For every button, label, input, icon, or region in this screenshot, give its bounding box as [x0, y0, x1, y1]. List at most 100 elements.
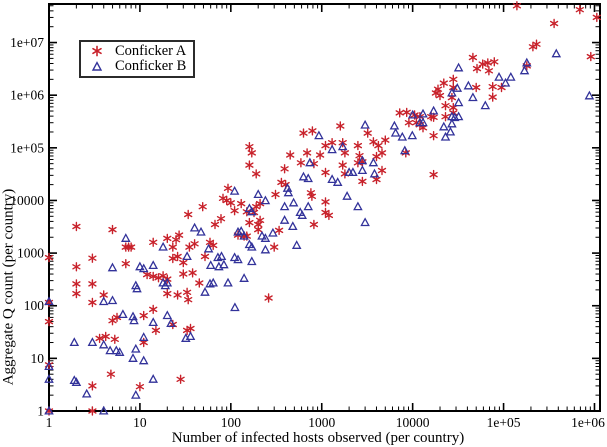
- data-point: [182, 287, 192, 297]
- data-point: [377, 148, 387, 158]
- x-tick-label: 1e+05: [487, 415, 521, 430]
- data-point: [148, 260, 158, 270]
- data-point: [223, 183, 233, 194]
- data-point: [173, 290, 182, 300]
- y-axis-title: Aggregate Q count (per country): [0, 188, 17, 386]
- data-point: [230, 205, 239, 216]
- data-point: [162, 311, 172, 320]
- data-point: [88, 337, 97, 347]
- data-point: [299, 128, 308, 138]
- data-point: [274, 225, 284, 236]
- data-point: [464, 81, 473, 90]
- asterisk-marker-icon: [92, 45, 102, 57]
- data-point: [72, 221, 81, 232]
- data-point: [206, 260, 216, 270]
- data-point: [99, 340, 109, 349]
- data-point: [488, 92, 497, 102]
- data-point: [163, 288, 172, 299]
- tick-labels: 1 10 100 1000 10000 1e+05 1e+06 1 10 100 1000 10000…: [10, 35, 605, 430]
- data-point: [72, 288, 81, 299]
- data-point: [185, 242, 194, 252]
- y-tick-label: 1000: [17, 246, 44, 261]
- legend-label: Conficker A: [115, 42, 187, 59]
- data-point: [575, 4, 584, 15]
- data-point: [184, 209, 193, 220]
- data-point: [237, 198, 246, 209]
- data-point: [506, 72, 516, 81]
- legend-item-conficker-a: Conficker A: [81, 42, 193, 59]
- data-point: [261, 245, 270, 254]
- data-point: [549, 18, 559, 29]
- data-point: [121, 259, 130, 269]
- y-tick-label: 100: [24, 298, 45, 313]
- data-point: [288, 221, 298, 231]
- data-point: [296, 158, 306, 168]
- data-point: [353, 140, 363, 151]
- data-point: [247, 257, 257, 266]
- data-point: [429, 169, 438, 180]
- data-point: [106, 369, 116, 379]
- data-point: [88, 381, 97, 391]
- data-point: [245, 160, 254, 170]
- data-point: [190, 223, 199, 232]
- data-point: [441, 132, 450, 141]
- data-point: [72, 279, 81, 289]
- plot-frame: [48, 3, 601, 412]
- data-point: [216, 213, 226, 224]
- data-point: [139, 310, 148, 321]
- x-tick-label: 1: [46, 415, 53, 430]
- data-point: [108, 296, 117, 305]
- data-point: [131, 344, 141, 353]
- data-point: [270, 242, 279, 252]
- data-point: [253, 189, 263, 199]
- legend-label: Conficker B: [115, 58, 187, 75]
- data-point: [586, 51, 595, 62]
- data-point: [186, 331, 195, 341]
- data-point: [139, 356, 149, 365]
- data-point: [196, 227, 206, 236]
- data-point: [280, 202, 289, 211]
- data-point: [342, 191, 352, 200]
- data-point: [377, 165, 387, 176]
- data-point: [88, 253, 97, 263]
- data-point: [497, 82, 506, 93]
- data-point: [179, 269, 188, 279]
- data-point: [99, 297, 109, 306]
- data-point: [370, 169, 379, 178]
- data-point: [321, 140, 330, 151]
- data-point: [353, 202, 363, 211]
- data-point: [280, 164, 289, 174]
- y-tick-label: 1e+05: [10, 140, 44, 155]
- triangle-marker-icon: [91, 60, 103, 71]
- data-point: [309, 219, 319, 230]
- data-point: [395, 108, 404, 118]
- data-point: [245, 217, 254, 228]
- data-point: [118, 309, 128, 319]
- data-point: [148, 374, 158, 383]
- data-point: [480, 101, 490, 110]
- data-point: [264, 293, 273, 303]
- data-point: [360, 120, 370, 129]
- data-point: [158, 242, 168, 251]
- data-point: [149, 304, 158, 315]
- legend-item-conficker-b: Conficker B: [81, 59, 193, 74]
- data-point: [488, 81, 497, 92]
- data-point: [184, 295, 193, 305]
- x-tick-label: 1e+06: [571, 415, 605, 430]
- data-point: [190, 239, 199, 249]
- y-tick-label: 1e+06: [10, 88, 44, 103]
- data-point: [484, 66, 494, 76]
- data-point: [551, 49, 561, 58]
- data-point: [472, 82, 481, 93]
- data-point: [338, 160, 347, 170]
- data-point: [176, 374, 185, 384]
- data-point: [247, 242, 257, 251]
- data-point: [280, 215, 289, 224]
- data-point: [292, 240, 302, 249]
- data-point: [404, 117, 414, 128]
- y-tick-label: 1e+07: [10, 35, 44, 50]
- series-b-points: [44, 49, 594, 415]
- data-point: [363, 128, 372, 138]
